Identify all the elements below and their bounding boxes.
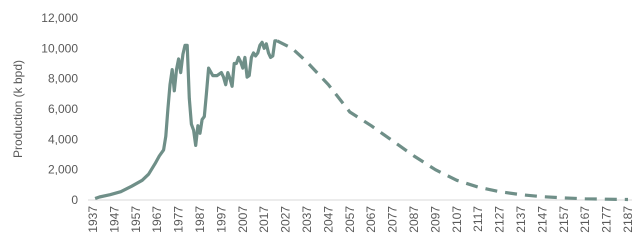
x-tick-label: 2097 [428,206,442,233]
x-tick-label: 1947 [107,206,121,233]
x-tick-label: 2067 [364,206,378,233]
y-tick-label: 8,000 [48,72,78,86]
x-tick-label: 2017 [257,206,271,233]
y-tick-label: 6,000 [48,102,78,116]
x-tick-label: 2007 [236,206,250,233]
y-tick-label: 12,000 [41,11,78,25]
y-tick-label: 4,000 [48,132,78,146]
x-tick-label: 2057 [343,206,357,233]
x-tick-label: 2077 [386,206,400,233]
x-tick-label: 1957 [129,206,143,233]
x-tick-label: 2167 [578,206,592,233]
x-tick-label: 2087 [407,206,421,233]
series-line [94,39,277,201]
x-tick-label: 2027 [279,206,293,233]
x-tick-label: 1997 [214,206,228,233]
x-tick-label: 1937 [86,206,100,233]
x-tick-label: 1967 [150,206,164,233]
x-tick-label: 2107 [450,206,464,233]
y-tick-label: 10,000 [41,41,78,55]
x-tick-label: 2037 [300,206,314,233]
x-tick-label: 2047 [321,206,335,233]
x-tick-label: 1987 [193,206,207,233]
x-tick-label: 2187 [621,206,635,233]
y-tick-label: 0 [71,193,78,207]
x-tick-label: 2147 [535,206,549,233]
x-tick-label: 2137 [514,206,528,233]
series-line [276,39,629,202]
y-axis-label: Production (k bpd) [11,60,25,158]
x-tick-label: 2177 [600,206,614,233]
x-tick-label: 2117 [471,206,485,232]
x-tick-label: 2157 [557,206,571,233]
y-tick-label: 2,000 [48,163,78,177]
x-tick-label: 2127 [493,206,507,233]
x-tick-label: 1977 [172,206,186,233]
